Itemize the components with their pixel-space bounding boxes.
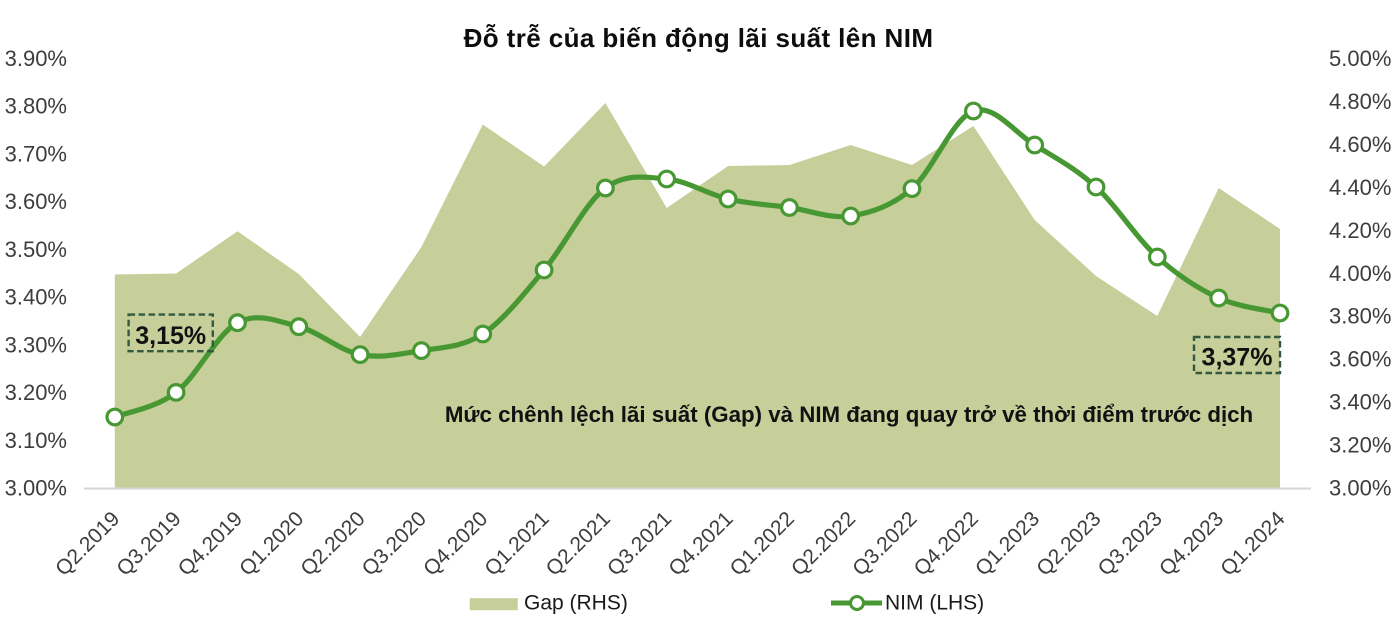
svg-text:3.60%: 3.60%: [1329, 347, 1391, 372]
svg-text:Mức chênh lệch lãi suất (Gap): Mức chênh lệch lãi suất (Gap) và NIM đan…: [445, 402, 1253, 427]
svg-text:NIM (LHS): NIM (LHS): [885, 592, 984, 615]
svg-text:3.00%: 3.00%: [1329, 476, 1391, 501]
svg-text:3.60%: 3.60%: [5, 189, 67, 214]
svg-text:3,15%: 3,15%: [135, 322, 206, 350]
svg-text:3.70%: 3.70%: [5, 141, 67, 166]
svg-text:3.40%: 3.40%: [5, 285, 67, 310]
svg-text:3.20%: 3.20%: [5, 380, 67, 405]
svg-text:3.90%: 3.90%: [5, 46, 67, 71]
svg-text:3.80%: 3.80%: [5, 94, 67, 119]
svg-text:3,37%: 3,37%: [1202, 344, 1273, 372]
svg-text:3.40%: 3.40%: [1329, 390, 1391, 415]
svg-text:3.80%: 3.80%: [1329, 304, 1391, 329]
svg-text:4.60%: 4.60%: [1329, 132, 1391, 157]
svg-text:Gap (RHS): Gap (RHS): [524, 592, 628, 615]
svg-text:4.40%: 4.40%: [1329, 175, 1391, 200]
svg-text:4.20%: 4.20%: [1329, 218, 1391, 243]
svg-text:5.00%: 5.00%: [1329, 46, 1391, 71]
svg-text:3.50%: 3.50%: [5, 237, 67, 262]
svg-text:4.80%: 4.80%: [1329, 89, 1391, 114]
svg-text:3.20%: 3.20%: [1329, 433, 1391, 458]
svg-text:3.30%: 3.30%: [5, 332, 67, 357]
svg-text:3.10%: 3.10%: [5, 428, 67, 453]
svg-text:4.00%: 4.00%: [1329, 261, 1391, 286]
svg-text:Đỗ trễ của biến động lãi suất: Đỗ trễ của biến động lãi suất lên NIM: [464, 23, 934, 53]
svg-text:3.00%: 3.00%: [5, 476, 67, 501]
